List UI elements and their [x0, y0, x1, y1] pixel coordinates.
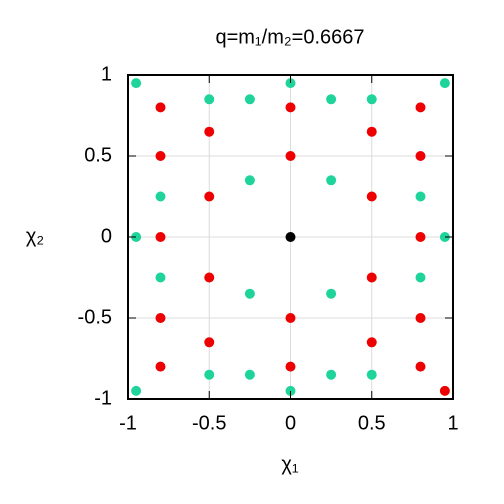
point: [244, 94, 255, 105]
point: [415, 272, 426, 283]
point: [244, 288, 255, 299]
point: [204, 126, 215, 137]
point: [244, 369, 255, 380]
point: [415, 313, 426, 323]
point: [204, 369, 215, 380]
y-tick-label: 1: [101, 63, 112, 85]
point: [439, 232, 450, 242]
y-axis-label: χ₂: [26, 225, 44, 247]
point: [204, 337, 215, 348]
y-tick-label: -1: [94, 387, 112, 409]
point: [285, 313, 296, 323]
point: [155, 191, 166, 202]
point: [285, 361, 296, 372]
point: [204, 94, 215, 105]
x-tick-label: -1: [119, 412, 137, 434]
point: [131, 232, 142, 242]
x-tick-label: -0.5: [192, 412, 226, 434]
point: [155, 313, 166, 323]
point: [155, 272, 166, 283]
x-tick-label: 1: [447, 412, 458, 434]
point: [366, 337, 377, 348]
x-tick-label: 0.5: [358, 412, 386, 434]
point: [415, 102, 426, 113]
point: [366, 126, 377, 137]
point: [366, 369, 377, 380]
x-axis-label: χ₁: [281, 453, 298, 475]
point: [131, 78, 142, 89]
point: [326, 288, 337, 299]
point: [204, 272, 215, 283]
y-tick-label: 0: [101, 225, 112, 247]
point: [366, 191, 377, 202]
point: [285, 385, 296, 396]
point: [285, 151, 296, 161]
y-tick-label: -0.5: [78, 306, 112, 328]
plot-points: [131, 78, 450, 396]
point: [366, 272, 377, 283]
point: [415, 361, 426, 372]
ticks: -1 -0.5 0 0.5 1 -1 -0.5 0 0.5 1: [78, 63, 459, 434]
point: [326, 94, 337, 105]
point: [155, 361, 166, 372]
point: [204, 191, 215, 202]
point: [415, 191, 426, 202]
point: [439, 78, 450, 89]
point: [326, 369, 337, 380]
y-tick-label: 0.5: [84, 144, 112, 166]
point: [285, 78, 296, 89]
point: [131, 385, 142, 396]
point: [244, 175, 255, 186]
point: [285, 232, 296, 242]
point: [439, 385, 450, 396]
point: [155, 151, 166, 161]
point: [155, 102, 166, 113]
point: [415, 232, 426, 242]
point: [285, 102, 296, 113]
point: [155, 232, 166, 242]
point: [415, 151, 426, 161]
point: [366, 94, 377, 105]
point: [326, 175, 337, 186]
chart-title: q=m₁/m₂=0.6667: [215, 26, 364, 48]
x-tick-label: 0: [285, 412, 296, 434]
